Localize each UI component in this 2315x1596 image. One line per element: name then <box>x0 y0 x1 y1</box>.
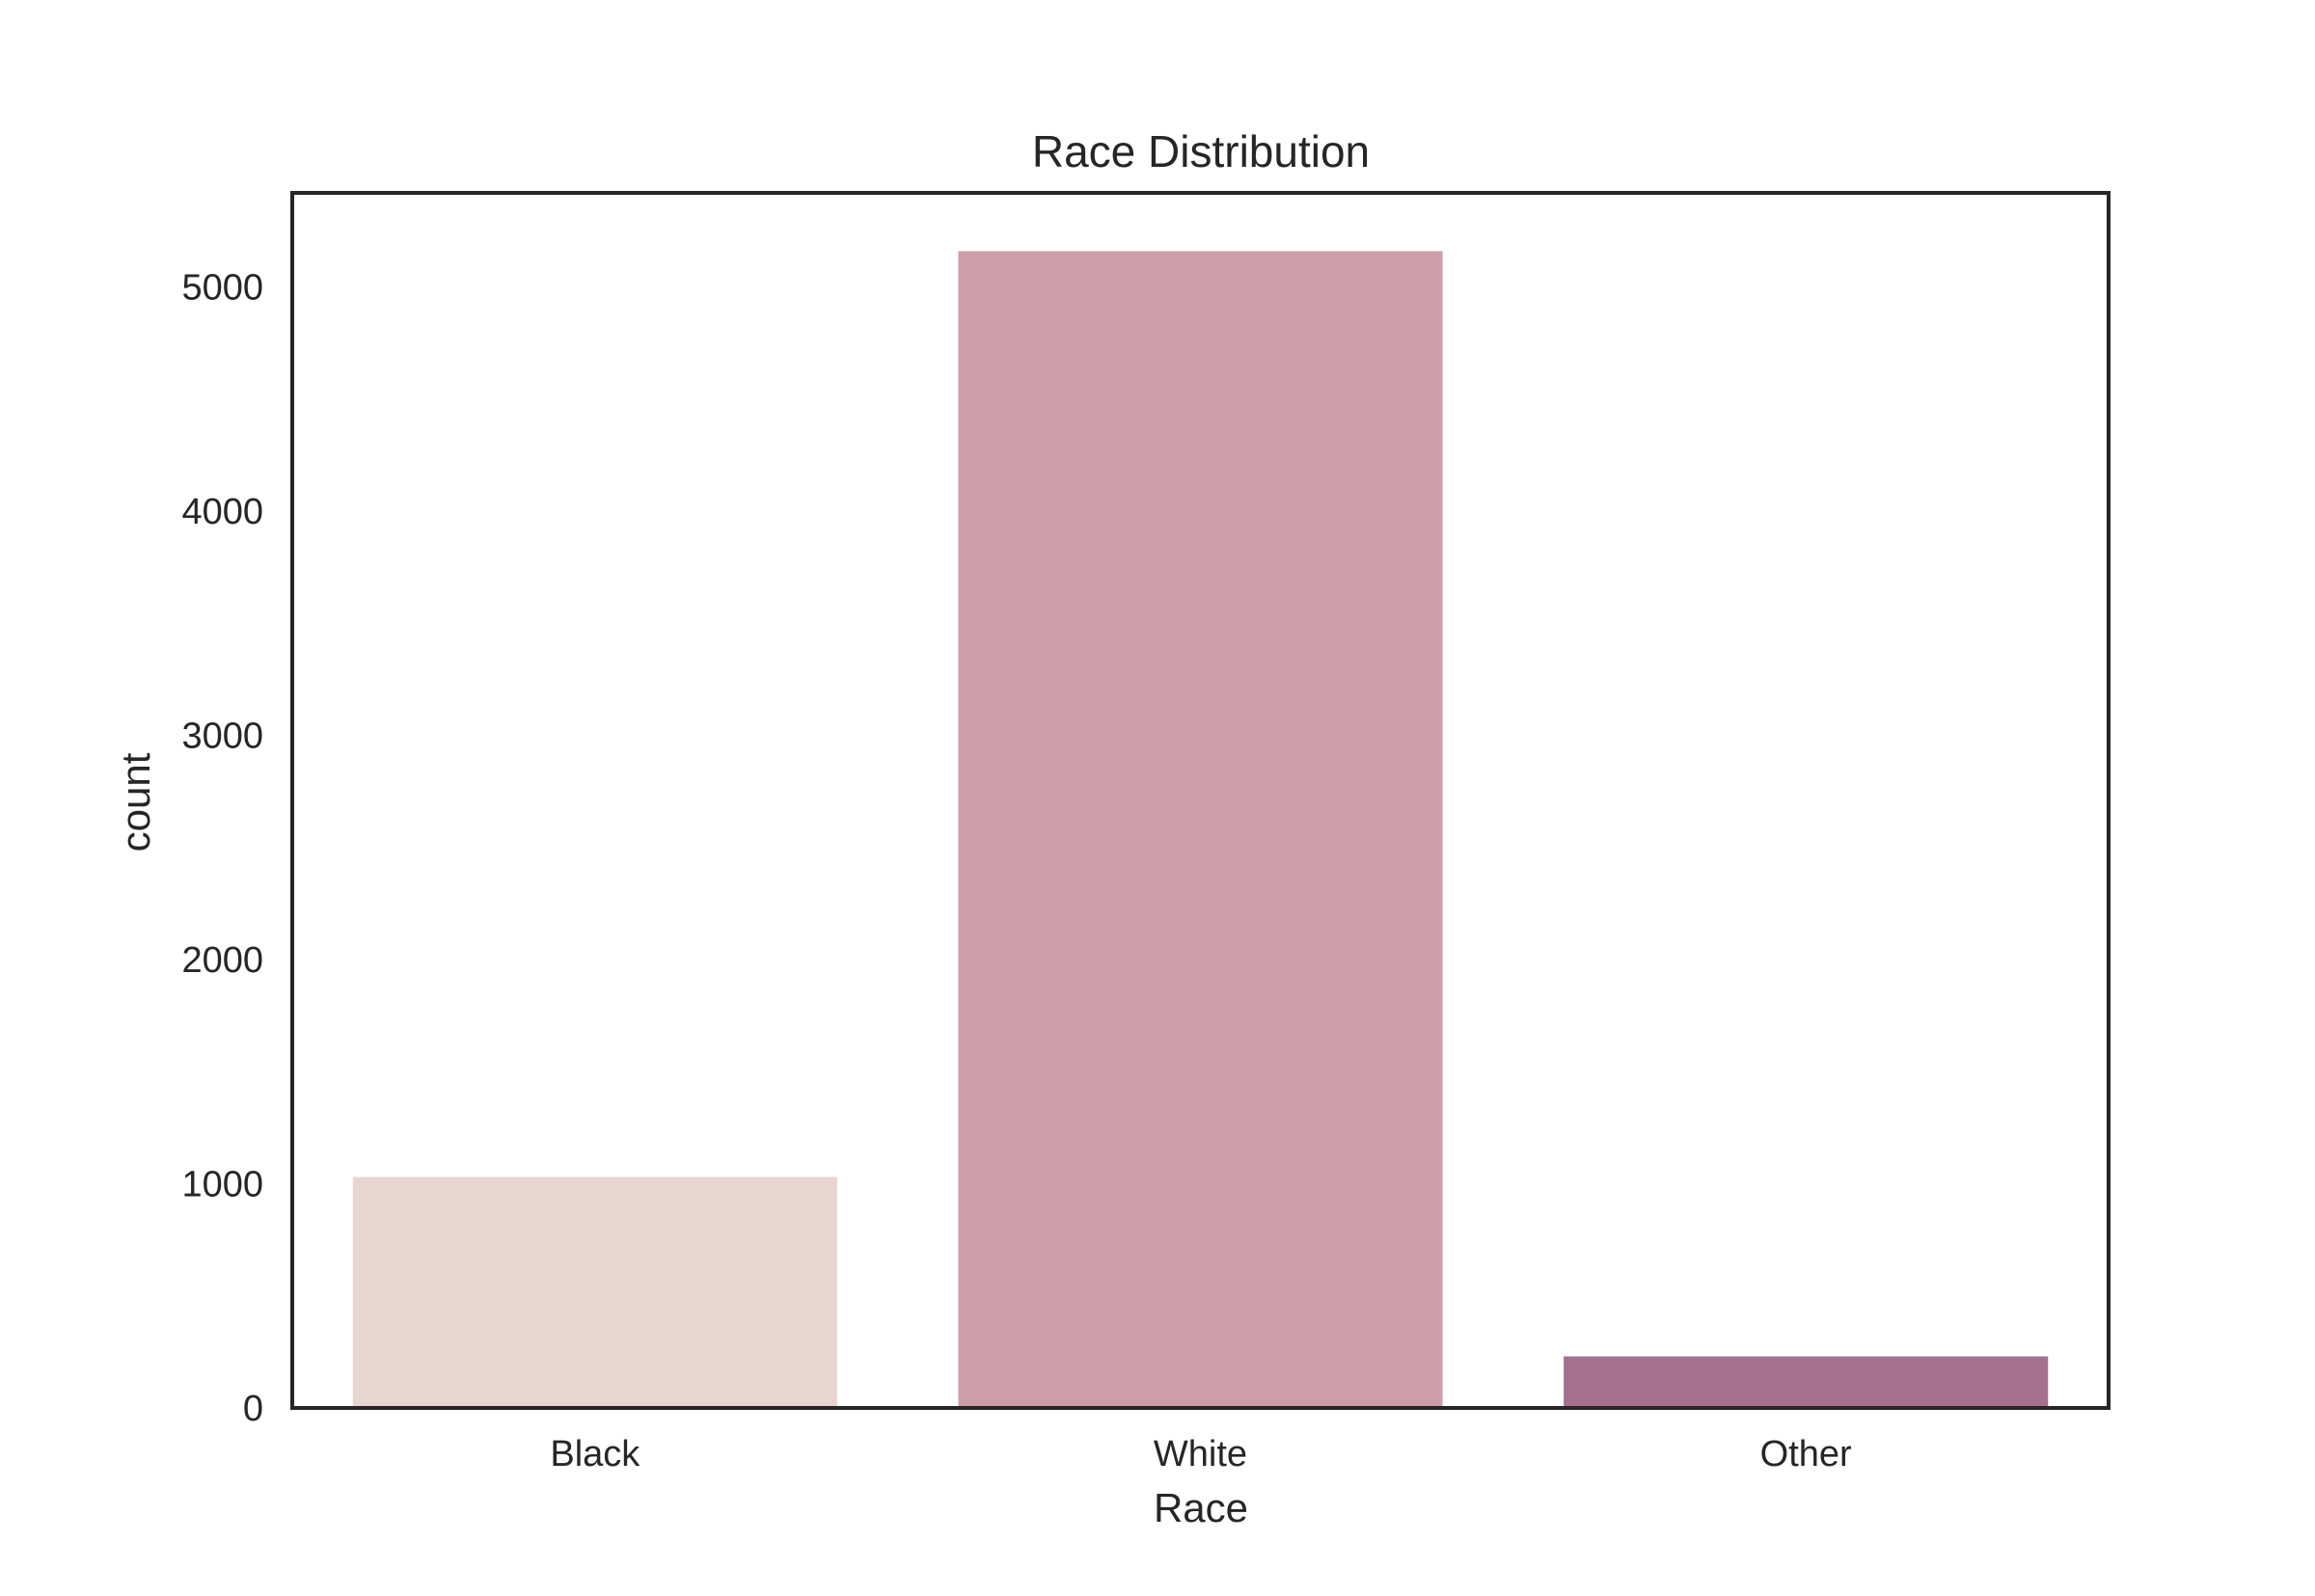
y-tick-label: 5000 <box>181 268 263 309</box>
y-ticks-group: 0 1000 2000 3000 4000 5000 <box>181 268 263 1429</box>
x-tick-label: Other <box>1760 1434 1852 1474</box>
plot-frame <box>290 191 2111 1410</box>
chart-title: Race Distribution <box>1032 126 1370 176</box>
y-tick-label: 0 <box>243 1389 263 1429</box>
bar-white <box>958 251 1443 1408</box>
x-axis-label: Race <box>1154 1485 1248 1530</box>
bars-group <box>352 251 2049 1408</box>
bar-black <box>352 1177 837 1408</box>
y-tick-label: 2000 <box>181 940 263 981</box>
y-tick-label: 4000 <box>181 492 263 532</box>
y-tick-label: 1000 <box>181 1165 263 1205</box>
y-axis-label: count <box>113 752 158 852</box>
y-tick-label: 3000 <box>181 717 263 757</box>
bar-other <box>1564 1356 2049 1408</box>
x-tick-label: White <box>1154 1434 1247 1474</box>
x-ticks-group: Black White Other <box>550 1434 1852 1474</box>
x-tick-label: Black <box>550 1434 640 1474</box>
